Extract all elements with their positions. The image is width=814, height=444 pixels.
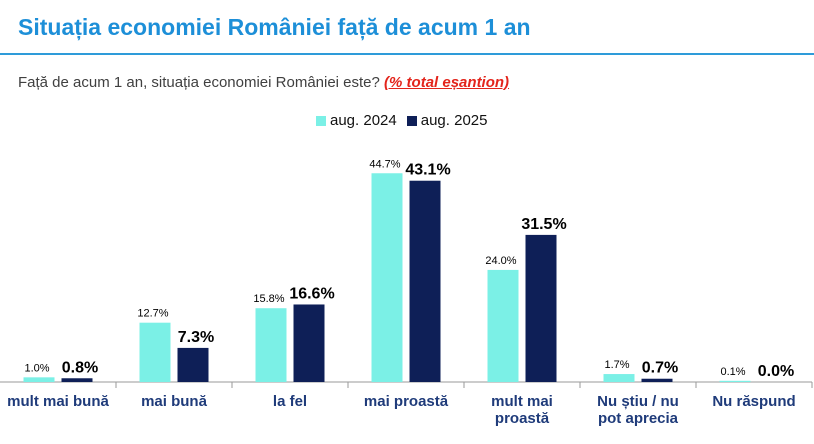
legend-label-2025: aug. 2025 <box>420 112 488 129</box>
bar-2024 <box>371 173 403 382</box>
bar-2024 <box>255 308 287 382</box>
legend-label-2024: aug. 2024 <box>330 112 397 129</box>
data-label-2024: 15.8% <box>253 293 284 305</box>
category-label: mult mai bună <box>7 393 109 410</box>
bar-2025 <box>641 378 673 382</box>
legend-item-2025: aug. 2025 <box>406 112 488 129</box>
data-label-2024: 12.7% <box>137 308 168 320</box>
bar-2024 <box>487 269 519 382</box>
bar-2025 <box>61 378 93 382</box>
category-label: Nu răspund <box>712 393 795 410</box>
data-label-2025: 0.0% <box>758 363 794 380</box>
title-divider <box>0 53 814 55</box>
chart-legend: aug. 2024 aug. 2025 <box>316 112 497 129</box>
legend-item-2024: aug. 2024 <box>316 112 397 129</box>
sample-note: (% total eșantion) <box>384 74 510 91</box>
bar-2024 <box>139 322 171 382</box>
category-label: Nu știu / nu <box>597 393 679 410</box>
data-label-2025: 7.3% <box>178 329 214 346</box>
category-label: la fel <box>273 393 307 410</box>
bar-2025 <box>177 347 209 382</box>
data-label-2024: 1.7% <box>604 359 629 371</box>
data-label-2024: 0.1% <box>720 366 745 378</box>
bar-2025 <box>409 180 441 382</box>
data-label-2024: 24.0% <box>485 255 516 267</box>
legend-swatch-2025 <box>406 115 417 126</box>
data-label-2025: 0.7% <box>642 360 678 377</box>
page-title: Situația economiei României față de acum… <box>18 14 531 40</box>
bar-2024 <box>719 380 751 382</box>
bar-2025 <box>293 304 325 382</box>
data-label-2024: 44.7% <box>369 158 400 170</box>
data-label-2024: 1.0% <box>24 362 49 374</box>
bar-2025 <box>525 234 557 382</box>
category-label: proastă <box>495 410 550 427</box>
data-label-2025: 16.6% <box>289 285 334 302</box>
category-label: mai proastă <box>364 393 449 410</box>
legend-swatch-2024 <box>316 115 326 126</box>
bar-2024 <box>603 374 635 382</box>
data-label-2025: 43.1% <box>405 162 450 179</box>
bar-2024 <box>23 377 55 382</box>
data-label-2025: 0.8% <box>62 359 98 376</box>
chart-question: Față de acum 1 an, situația economiei Ro… <box>18 74 509 91</box>
question-text: Față de acum 1 an, situația economiei Ro… <box>18 74 380 91</box>
data-label-2025: 31.5% <box>521 216 566 233</box>
category-label: mult mai <box>491 393 553 410</box>
category-label: mai bună <box>141 393 208 410</box>
category-label: pot aprecia <box>598 410 679 427</box>
